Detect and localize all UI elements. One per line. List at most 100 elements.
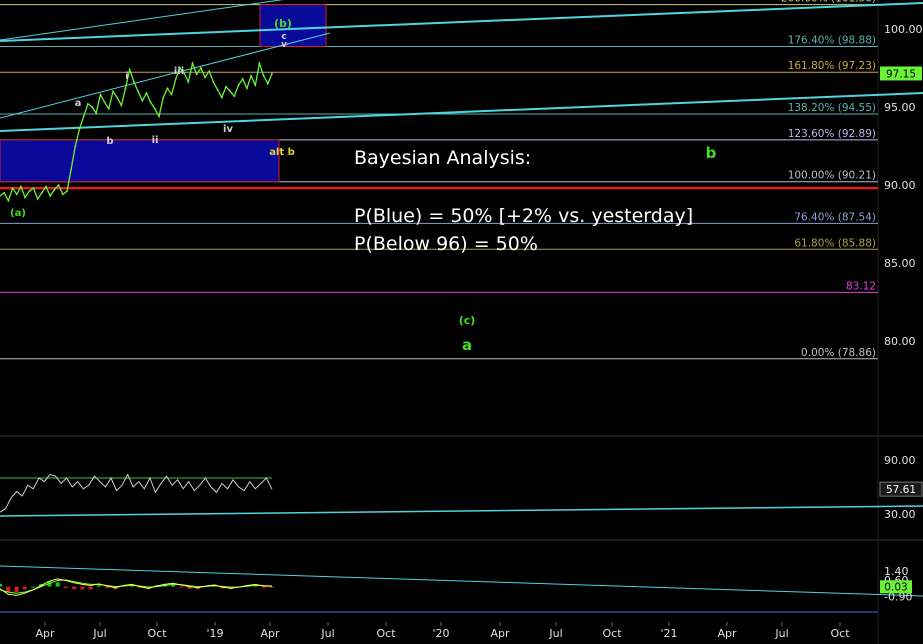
macd-last-tag bbox=[880, 580, 912, 594]
target-box-b bbox=[259, 4, 327, 47]
price-point bbox=[0, 195, 1, 197]
price-point bbox=[237, 84, 240, 87]
price-point bbox=[229, 90, 232, 93]
price-point bbox=[195, 73, 198, 76]
price-point bbox=[45, 185, 47, 188]
price-point bbox=[15, 193, 18, 196]
price-point bbox=[24, 196, 27, 199]
price-point bbox=[3, 191, 6, 194]
rsi-last-label: 57.61 bbox=[886, 484, 916, 496]
price-point bbox=[208, 70, 211, 73]
fib-level-label: 138.20% (94.55) bbox=[788, 102, 876, 114]
macd-signal-line bbox=[0, 579, 273, 594]
wave-label-b-paren: (b) bbox=[274, 17, 292, 30]
fib-level-label: 176.40% (98.88) bbox=[788, 34, 876, 46]
x-tick-label: Oct bbox=[376, 627, 396, 640]
price-point bbox=[191, 62, 194, 65]
price-point bbox=[241, 78, 244, 80]
price-point bbox=[245, 87, 248, 90]
x-tick-label: Apr bbox=[717, 627, 737, 640]
macd-histogram-bar bbox=[96, 585, 101, 587]
price-point bbox=[20, 185, 22, 188]
price-point bbox=[66, 190, 68, 193]
wave-label-i: i bbox=[125, 71, 128, 82]
last-price-tag bbox=[880, 66, 922, 81]
price-point bbox=[183, 71, 186, 74]
price-point bbox=[7, 199, 10, 202]
macd-histogram-bar bbox=[72, 586, 77, 590]
price-point bbox=[116, 96, 119, 99]
price-tick-label: 85.00 bbox=[884, 257, 916, 270]
macd-line bbox=[0, 578, 273, 596]
x-tick-label: Jul bbox=[774, 627, 788, 640]
bayesian-title: Bayesian Analysis: bbox=[354, 147, 532, 169]
x-tick-label: Apr bbox=[35, 627, 55, 640]
price-point bbox=[28, 190, 31, 193]
wave-label-c: c bbox=[281, 32, 286, 42]
x-tick-label: '20 bbox=[432, 627, 449, 640]
x-tick-label: Apr bbox=[260, 627, 280, 640]
price-point bbox=[36, 198, 39, 200]
x-tick-label: Oct bbox=[147, 627, 167, 640]
price-point bbox=[78, 127, 81, 130]
price-point bbox=[271, 72, 273, 75]
wave-label-big-a: a bbox=[462, 336, 472, 354]
probability-below-96: P(Below 96) = 50% bbox=[354, 233, 538, 255]
macd-histogram-bar bbox=[6, 586, 11, 593]
wave-label-a: a bbox=[75, 98, 82, 109]
price-point bbox=[170, 93, 173, 96]
fib-level-label: 100.00% (90.21) bbox=[788, 170, 876, 182]
price-point bbox=[103, 101, 106, 104]
price-point bbox=[220, 96, 223, 99]
rsi-last-tag bbox=[879, 481, 923, 497]
price-point bbox=[133, 81, 135, 83]
price-tick-label: 90.00 bbox=[884, 179, 916, 192]
wave-label-big-b: b bbox=[706, 144, 717, 162]
price-point bbox=[204, 76, 206, 79]
price-point bbox=[233, 95, 236, 97]
macd-histogram-bar bbox=[55, 582, 60, 587]
fib-level-label: 161.80% (97.23) bbox=[788, 60, 876, 72]
price-point bbox=[166, 87, 169, 90]
wave-label-iii: iii bbox=[174, 66, 184, 77]
price-point bbox=[120, 104, 123, 107]
wave-label-ii: ii bbox=[152, 135, 159, 146]
wave-label-alt-b: alt b bbox=[269, 147, 295, 158]
price-tick-label: 100.00 bbox=[884, 23, 923, 36]
x-tick-label: Jul bbox=[92, 627, 106, 640]
macd-tick-label: -0.90 bbox=[884, 591, 912, 604]
rsi-series-line bbox=[0, 473, 273, 513]
x-tick-label: Jul bbox=[320, 627, 334, 640]
macd-histogram-bar bbox=[22, 586, 27, 590]
x-tick-label: Oct bbox=[602, 627, 622, 640]
wave-label-v: v bbox=[281, 40, 287, 50]
macd-histogram-bar bbox=[270, 586, 274, 588]
price-point bbox=[57, 184, 60, 186]
fib-level-label: 83.12 bbox=[846, 280, 876, 292]
macd-histogram-bar bbox=[105, 586, 110, 588]
price-point bbox=[187, 81, 190, 83]
price-point bbox=[258, 62, 261, 65]
price-point bbox=[262, 74, 265, 77]
rsi-tick-label: 90.00 bbox=[884, 454, 916, 467]
macd-histogram-bar bbox=[138, 586, 143, 588]
price-point bbox=[53, 188, 56, 191]
price-point bbox=[141, 99, 144, 102]
price-point bbox=[40, 191, 43, 194]
x-tick-label: Jul bbox=[548, 627, 562, 640]
macd-histogram-bar bbox=[80, 586, 85, 590]
price-point bbox=[179, 67, 181, 69]
price-point bbox=[254, 84, 257, 87]
price-series-line bbox=[0, 60, 273, 203]
macd-histogram-bar bbox=[171, 583, 176, 587]
trend-line-upper bbox=[0, 2, 923, 42]
price-point bbox=[128, 68, 131, 71]
price-point bbox=[174, 78, 177, 80]
price-point bbox=[225, 85, 227, 88]
x-tick-label: Apr bbox=[490, 627, 510, 640]
fib-level-label: 123.60% (92.89) bbox=[788, 128, 876, 140]
wave-label-iv: iv bbox=[223, 124, 233, 135]
wave-label-b: b bbox=[106, 136, 113, 147]
